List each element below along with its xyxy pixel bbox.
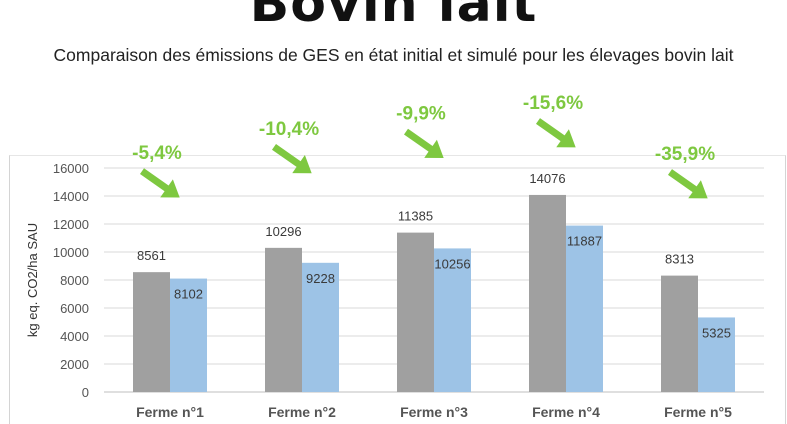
change-arrow-icon — [403, 128, 444, 158]
y-tick-label: 0 — [82, 385, 89, 400]
y-axis-label: kg eq. CO2/ha SAU — [25, 223, 40, 337]
y-tick-label: 14000 — [53, 189, 89, 204]
arrow-shape — [271, 143, 312, 174]
y-tick-label: 10000 — [53, 245, 89, 260]
data-label-simule: 10256 — [434, 256, 470, 271]
arrow-shape — [535, 118, 576, 148]
data-label-simule: 5325 — [702, 325, 731, 340]
y-axis-ticks: 0 2000 4000 6000 8000 10000 12000 14000 16000 — [53, 161, 89, 400]
bar-simule — [566, 225, 603, 392]
change-arrow-icon — [271, 143, 312, 174]
data-label-simule: 8102 — [174, 287, 203, 302]
bar-initial — [529, 194, 566, 392]
y-tick-label: 16000 — [53, 161, 89, 176]
bar-initial — [133, 272, 170, 392]
x-axis-ticks: Ferme n°1 Ferme n°2 Ferme n°3 Ferme n°4 Ferm… — [136, 404, 732, 420]
data-labels: 8561 8102 10296 9228 11385 10256 14076 11887 831… — [137, 171, 731, 341]
y-tick-label: 6000 — [60, 301, 89, 316]
bar-simule — [434, 248, 471, 392]
bar-initial — [265, 247, 302, 392]
x-tick-label: Ferme n°2 — [268, 404, 336, 420]
x-tick-label: Ferme n°4 — [532, 404, 600, 420]
bar-simule — [170, 278, 207, 392]
y-tick-label: 8000 — [60, 273, 89, 288]
y-tick-label: 12000 — [53, 217, 89, 232]
change-label: -5,4% — [132, 143, 182, 164]
y-tick-label: 4000 — [60, 329, 89, 344]
data-label-simule: 9228 — [306, 271, 335, 286]
page-title: Bovin lait — [249, 0, 538, 34]
arrow-shape — [139, 168, 180, 198]
change-label: -9,9% — [396, 104, 446, 125]
page-subtitle: Comparaison des émissions de GES en état… — [53, 45, 734, 65]
data-label-initial: 8561 — [137, 248, 166, 263]
bar-simule — [698, 317, 735, 392]
change-annotations: -5,4% -10,4% -9,9% -15,6% -35,9% — [132, 93, 715, 199]
x-tick-label: Ferme n°5 — [664, 404, 732, 420]
change-label: -10,4% — [259, 119, 319, 140]
chart-panel — [9, 155, 786, 424]
data-label-initial: 10296 — [265, 224, 301, 239]
change-arrow-icon — [139, 168, 180, 198]
x-tick-label: Ferme n°3 — [400, 404, 468, 420]
change-label: -15,6% — [523, 93, 583, 114]
bar-simule — [302, 262, 339, 392]
data-label-initial: 11385 — [398, 209, 433, 224]
change-arrow-icon — [667, 169, 708, 199]
bar-initial — [661, 275, 698, 392]
change-label: -35,9% — [655, 144, 715, 165]
arrow-shape — [667, 169, 708, 199]
x-tick-label: Ferme n°1 — [136, 404, 204, 420]
data-label-initial: 14076 — [529, 171, 565, 186]
data-label-simule: 11887 — [567, 234, 602, 249]
bars — [133, 194, 735, 392]
change-arrow-icon — [535, 118, 576, 148]
data-label-initial: 8313 — [665, 252, 694, 267]
arrow-shape — [403, 128, 444, 158]
y-tick-label: 2000 — [60, 357, 89, 372]
bar-initial — [397, 232, 434, 392]
